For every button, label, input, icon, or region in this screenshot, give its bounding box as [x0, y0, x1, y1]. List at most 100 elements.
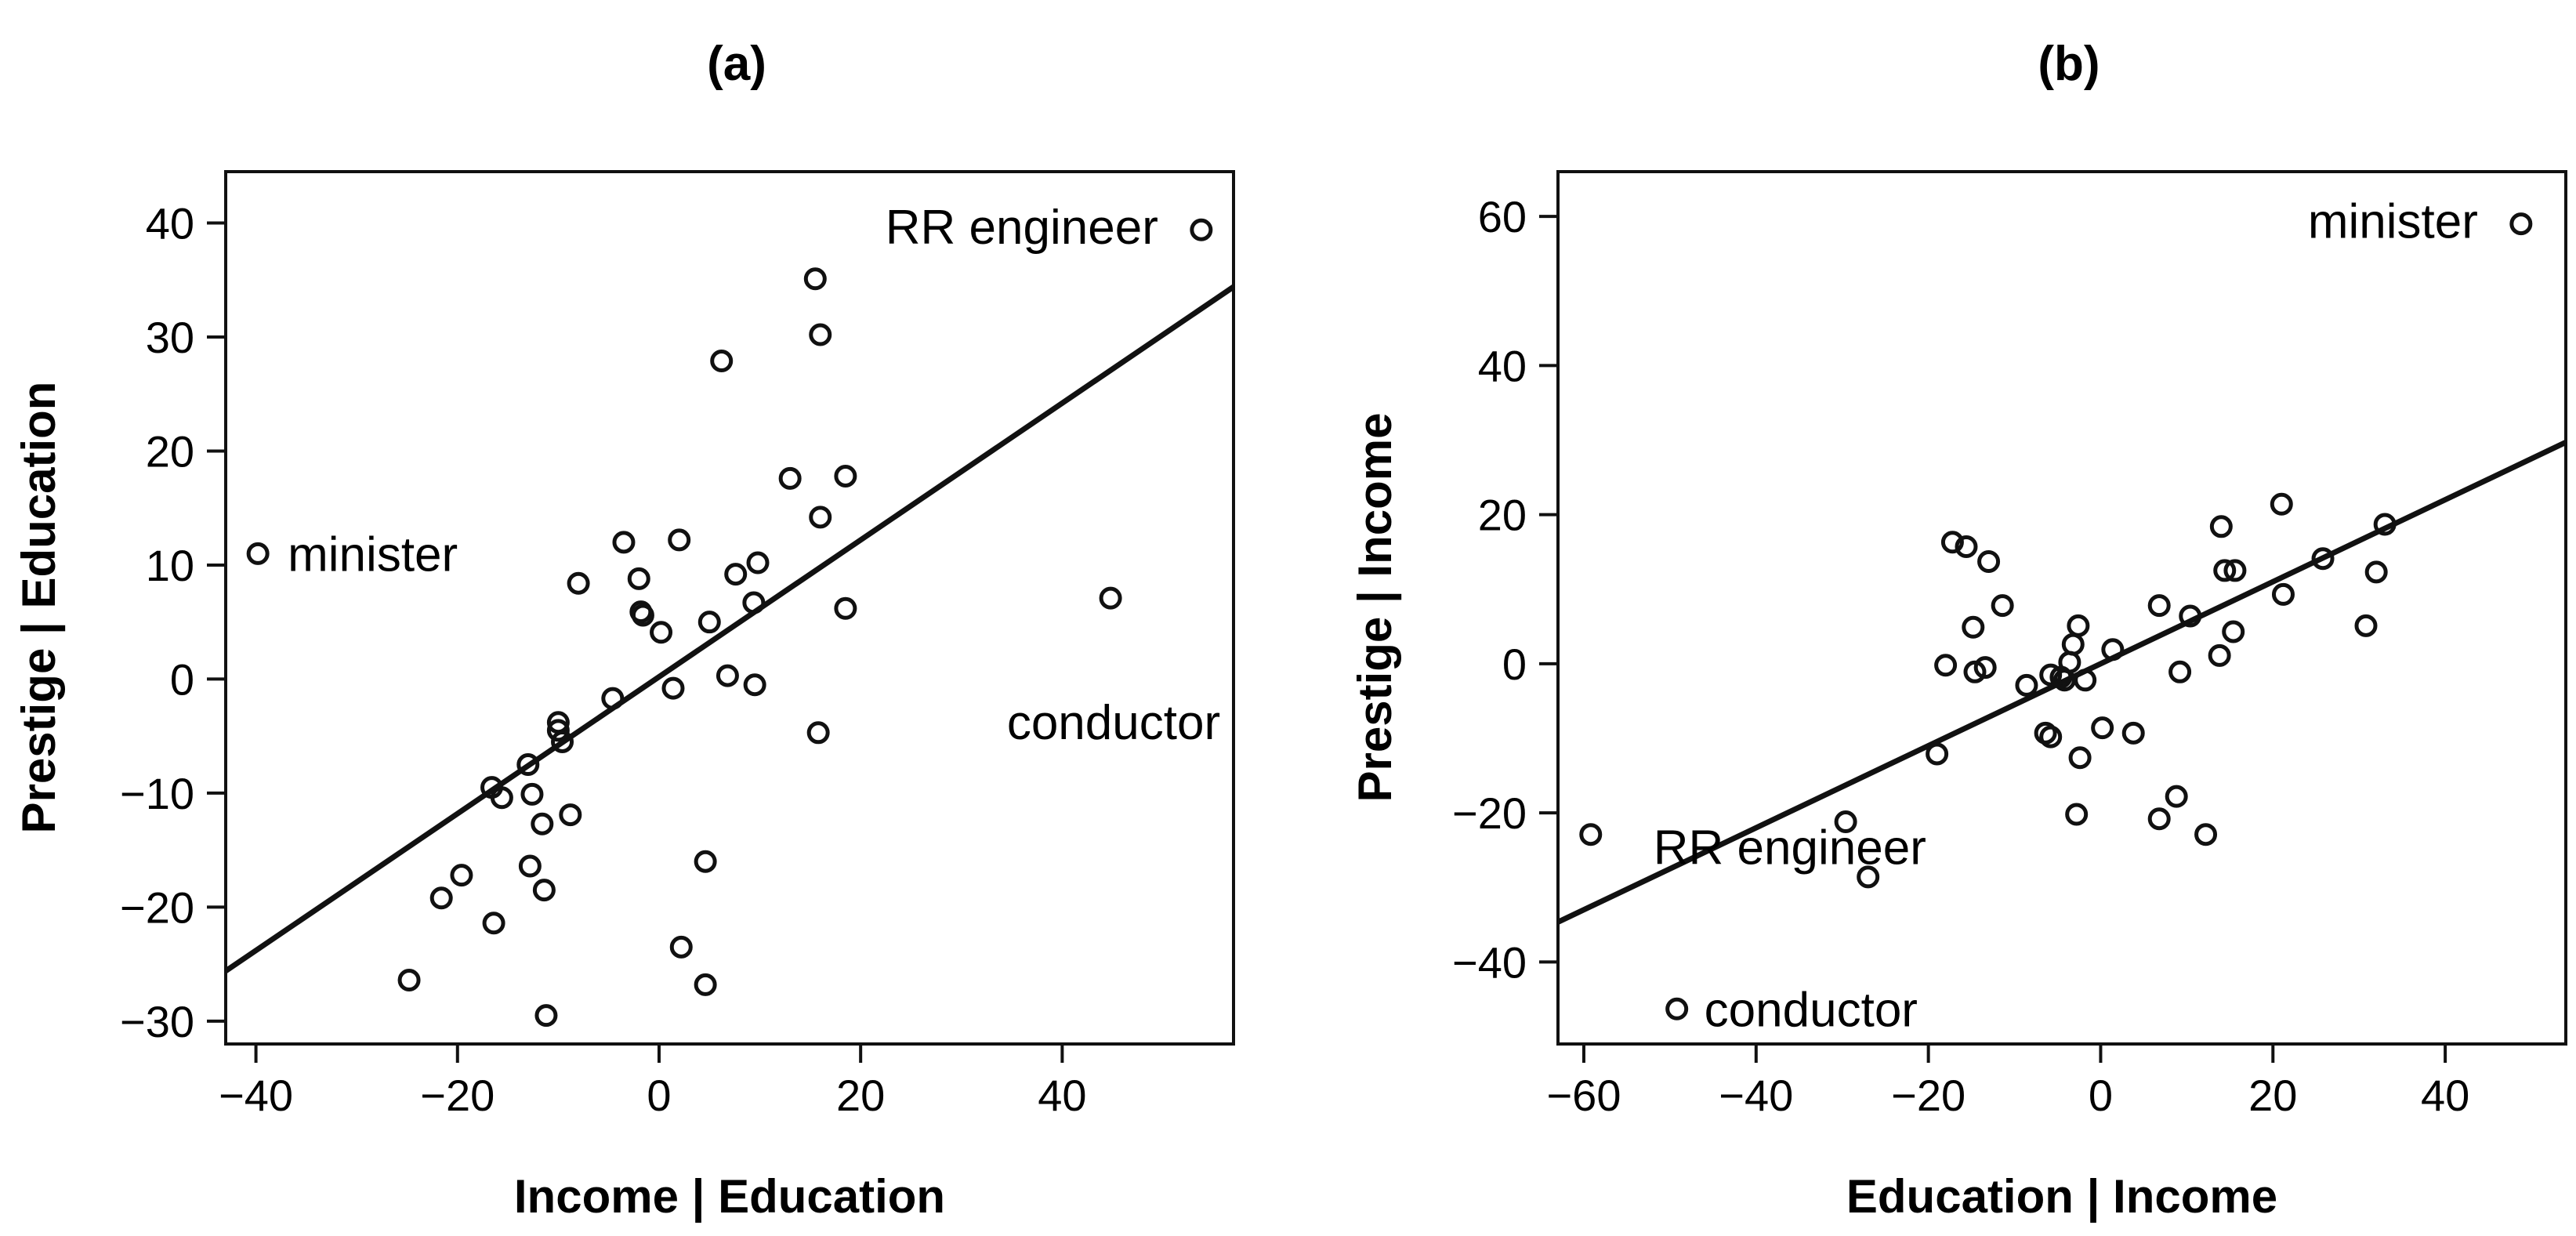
y-tick-label: 60 [1478, 192, 1527, 241]
data-point [2509, 212, 2533, 236]
data-point [2223, 559, 2247, 582]
data-point [2222, 620, 2245, 643]
x-tick-label: −40 [219, 1071, 293, 1120]
panel-b-y-axis: −40 −20 0 20 40 60 [1452, 192, 1558, 987]
data-point [1940, 531, 1964, 554]
data-point [516, 753, 540, 777]
data-point [531, 812, 554, 835]
data-point [668, 528, 691, 552]
data-point [490, 786, 513, 810]
data-point [743, 673, 766, 697]
point-annotation: RR engineer [886, 201, 1158, 255]
data-point [697, 611, 721, 634]
data-point [2061, 632, 2085, 656]
data-point [2271, 582, 2295, 606]
panel-a-regression-line [224, 285, 1235, 973]
y-tick-label: 20 [1478, 491, 1527, 540]
data-point [1834, 810, 1857, 834]
data-point [450, 864, 473, 887]
panel-a-x-axis-label: Income | Education [514, 1170, 945, 1223]
data-point [809, 506, 832, 529]
point-annotation: conductor [1705, 983, 1918, 1037]
x-tick-label: −40 [1719, 1071, 1793, 1120]
data-point [1857, 865, 1880, 889]
panel-b-title: (b) [2038, 37, 2100, 91]
data-point [2373, 513, 2397, 536]
x-tick-label: −60 [1546, 1071, 1621, 1120]
x-tick-label: 20 [836, 1071, 885, 1120]
data-point [559, 803, 582, 827]
data-point [716, 664, 739, 687]
data-point [710, 350, 734, 373]
data-point [809, 323, 832, 346]
data-point [661, 676, 685, 700]
data-point [2015, 673, 2038, 697]
point-annotation: minister [2308, 195, 2478, 249]
panel-b-x-axis: −60 −40 −20 0 20 40 [1546, 1044, 2469, 1120]
x-tick-label: 40 [1038, 1071, 1086, 1120]
panel-b-regression-line [1556, 440, 2567, 925]
data-point [1977, 550, 2001, 574]
data-point [520, 782, 544, 806]
data-point [627, 567, 650, 590]
data-point [518, 854, 542, 878]
x-tick-label: −20 [420, 1071, 495, 1120]
data-point [746, 551, 770, 575]
panel-b-plot-frame [1556, 170, 2567, 1046]
data-point [2147, 807, 2171, 831]
data-point [2209, 515, 2233, 538]
data-point [2039, 725, 2063, 748]
data-point [1926, 742, 1949, 766]
data-point [1665, 997, 1689, 1020]
x-tick-label: 20 [2248, 1071, 2297, 1120]
data-point [601, 687, 625, 710]
data-point [612, 531, 636, 554]
data-point [1963, 660, 1987, 683]
data-point [2039, 663, 2063, 687]
data-point [669, 935, 693, 959]
x-tick-label: 0 [647, 1071, 671, 1120]
data-point [2311, 547, 2335, 571]
data-point [1991, 594, 2014, 618]
y-tick-label: 0 [170, 654, 194, 704]
data-point [429, 886, 453, 910]
data-point [1973, 656, 1997, 680]
data-point [1962, 615, 1985, 639]
panel-a-points [246, 218, 1213, 1028]
data-point [482, 912, 505, 935]
data-point [1099, 586, 1122, 610]
data-point [742, 591, 766, 614]
panel-b-points [1579, 212, 2533, 1020]
panel-b-y-axis-label: Prestige | Income [1349, 413, 1402, 803]
data-point [834, 464, 857, 488]
point-annotation: minister [288, 527, 458, 582]
y-tick-label: 30 [146, 313, 194, 362]
panel-a: (a) Income | Education Prestige | Educat… [13, 37, 1235, 1223]
data-point [2354, 614, 2378, 637]
point-annotation: RR engineer [1654, 821, 1926, 875]
data-point [2074, 669, 2097, 692]
panel-a-plot-frame [224, 170, 1235, 1046]
data-point [546, 719, 570, 742]
y-tick-label: 10 [146, 541, 194, 590]
x-tick-label: 0 [2089, 1071, 2113, 1120]
data-point [2179, 604, 2202, 628]
data-point [834, 596, 857, 620]
data-point [1190, 218, 1213, 241]
data-point [803, 267, 827, 291]
data-point [1934, 654, 1958, 677]
panel-b: (b) Education | Income Prestige | Income… [1349, 37, 2567, 1223]
data-point [2213, 559, 2237, 582]
data-point [397, 969, 421, 992]
data-point [806, 721, 830, 745]
panel-a-y-axis: −30 −20 −10 0 10 20 30 40 [120, 198, 226, 1046]
panel-a-title: (a) [707, 37, 766, 91]
y-tick-label: 40 [146, 198, 194, 248]
data-point [2165, 785, 2188, 808]
data-point [2194, 823, 2218, 846]
data-point [2067, 614, 2090, 637]
data-point [778, 466, 802, 490]
panel-b-x-axis-label: Education | Income [1846, 1170, 2277, 1223]
panel-b-annotations: minister RR engineer conductor [1654, 195, 2478, 1038]
point-annotation: conductor [1007, 696, 1220, 750]
